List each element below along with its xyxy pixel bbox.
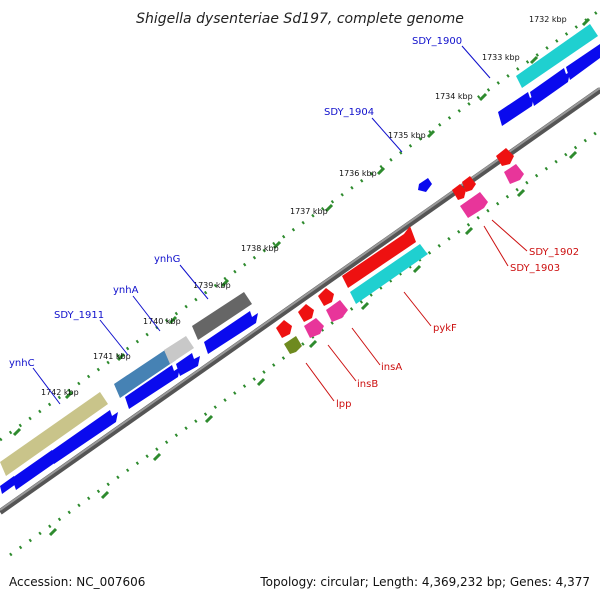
gene-darkgray [192, 292, 252, 340]
gene-forward-blue [498, 92, 534, 126]
gene-reverse-pink [326, 300, 348, 322]
gene-reverse-red [342, 226, 416, 288]
gene-khaki [0, 392, 108, 476]
gene-label: pykF [433, 323, 457, 334]
gene-forward-blue [125, 365, 180, 409]
gene-forward-blue [566, 44, 600, 80]
gene-label: insA [381, 362, 402, 373]
gene-cyan [516, 24, 598, 88]
tick-mark [220, 278, 230, 288]
inner-ruler-dots [9, 128, 600, 557]
gene-reverse-pink [304, 318, 324, 338]
gene-forward-blue [204, 311, 258, 354]
tick-label: 1740 kbp [143, 317, 181, 326]
gene-label: insB [357, 379, 378, 390]
accession-text: Accession: NC_007606 [9, 575, 145, 589]
tick-label: 1733 kbp [482, 53, 520, 62]
forward-strand-genes [0, 44, 600, 494]
tick-mark [272, 240, 282, 250]
gene-reverse-red [452, 184, 466, 200]
gene-reverse-red [318, 288, 334, 306]
tick-mark [116, 352, 126, 362]
gene-forward-blue [530, 68, 570, 106]
gene-label: SDY_1902 [529, 247, 579, 258]
tick-mark [376, 166, 386, 176]
gene-lightgray [164, 336, 194, 364]
gene-steelblue [114, 348, 176, 398]
gene-label: SDY_1904 [324, 107, 374, 118]
outer-ruler-dots [0, 8, 600, 442]
tick-mark [478, 92, 488, 102]
tick-marks [12, 17, 591, 437]
tick-label: 1736 kbp [339, 169, 377, 178]
inner-tick-marks [48, 150, 578, 537]
gene-reverse-red [496, 148, 514, 166]
tick-mark [324, 203, 334, 213]
tick-mark [581, 17, 591, 27]
tick-label: 1738 kbp [241, 244, 279, 253]
gene-reverse-red [298, 304, 314, 322]
gene-forward-blue [12, 450, 58, 490]
tick-label: 1739 kbp [193, 281, 231, 290]
gene-label: ynhG [154, 254, 180, 265]
gene-reverse-red [276, 320, 292, 338]
gene-reverse-cyan [350, 244, 428, 304]
gene-reverse-pink [460, 192, 488, 218]
tick-label: 1732 kbp [529, 15, 567, 24]
tick-mark [12, 427, 22, 437]
tick-label: 1742 kbp [41, 388, 79, 397]
gene-forward-blue [50, 410, 118, 464]
gene-label: SDY_1911 [54, 310, 104, 321]
tick-label: 1737 kbp [290, 207, 328, 216]
gene-reverse-pink [504, 164, 524, 184]
tick-labels: 1732 kbp 1733 kbp 1734 kbp 1735 kbp 1736… [41, 15, 567, 397]
tick-label: 1741 kbp [93, 352, 131, 361]
map-title: Shigella dysenteriae Sd197, complete gen… [136, 11, 464, 27]
reverse-strand-genes [276, 148, 524, 354]
topology-info: Topology: circular; Length: 4,369,232 bp… [259, 575, 590, 589]
reverse-leaders [305, 219, 528, 402]
gene-label: lpp [336, 399, 351, 410]
tick-mark [426, 129, 436, 139]
tick-mark [529, 55, 539, 65]
gene-label: SDY_1903 [510, 263, 560, 274]
gene-reverse-red [462, 176, 476, 192]
gene-forward-blue [0, 476, 16, 494]
forward-leaders [32, 45, 491, 405]
forward-outer-genes [0, 24, 598, 476]
tick-mark [64, 390, 74, 400]
tick-label: 1735 kbp [388, 131, 426, 140]
tick-mark [168, 315, 178, 325]
gene-forward-blue [418, 178, 432, 192]
forward-labels: SDY_1900 SDY_1904 ynhG ynhA SDY_1911 ynh… [9, 36, 462, 369]
reverse-labels: SDY_1902 SDY_1903 pykF insA insB lpp [336, 247, 579, 410]
gene-reverse-olive [284, 336, 302, 354]
gene-label: ynhC [9, 358, 35, 369]
gene-forward-blue [176, 353, 200, 376]
gene-label: ynhA [113, 285, 139, 296]
ruler-dots [0, 8, 600, 557]
gene-label: SDY_1900 [412, 36, 462, 47]
tick-label: 1734 kbp [435, 92, 473, 101]
backbone [0, 87, 600, 515]
